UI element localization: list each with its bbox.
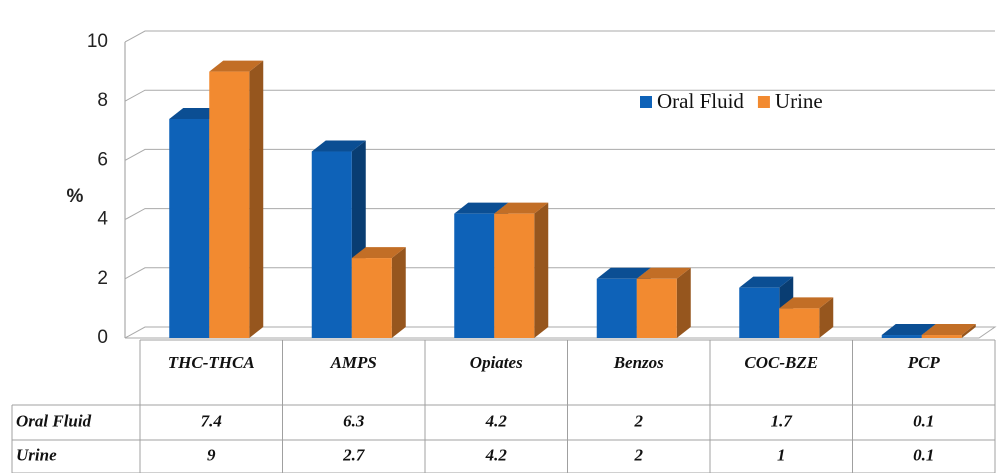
category-label: PCP: [907, 353, 941, 372]
bar-side: [249, 60, 264, 338]
legend-label: Urine: [775, 89, 823, 113]
bar: [881, 335, 922, 338]
table-value: 1.7: [771, 411, 794, 430]
table-value: 7.4: [201, 411, 222, 430]
category-label: Benzos: [613, 353, 664, 372]
bar-side: [391, 247, 406, 338]
category-label: AMPS: [330, 353, 377, 372]
y-tick-label: 2: [97, 268, 108, 289]
grid-line: [124, 30, 995, 43]
y-tick-label: 6: [97, 149, 108, 170]
bar-top: [779, 297, 834, 309]
bar-top: [494, 202, 549, 214]
bar-top: [881, 324, 936, 336]
bar-top: [739, 276, 794, 288]
category-label: Opiates: [470, 353, 523, 372]
table-value: 1: [777, 445, 786, 464]
floor: [125, 326, 997, 339]
bar-side: [819, 297, 834, 338]
table-value: 4.2: [485, 445, 508, 464]
bar: [454, 213, 495, 338]
bar: [209, 71, 250, 338]
table-value: 9: [207, 445, 216, 464]
table-value: 6.3: [343, 411, 365, 430]
category-label: COC-BZE: [744, 353, 818, 372]
table-value: 0.1: [913, 411, 934, 430]
table-value: 4.2: [485, 411, 508, 430]
y-tick-label: 4: [97, 209, 108, 230]
bar: [596, 278, 637, 338]
legend-label: Oral Fluid: [657, 89, 744, 113]
grid-line: [124, 267, 995, 280]
table-value: 2: [634, 411, 644, 430]
grid-line: [124, 89, 995, 102]
table-value: 0.1: [913, 445, 934, 464]
bar-side: [676, 267, 691, 338]
y-tick-label: 8: [97, 90, 108, 111]
y-tick-label: 10: [87, 31, 108, 52]
bar-side: [534, 202, 549, 338]
bar-top: [209, 60, 264, 72]
table-value: 2: [634, 445, 644, 464]
bar: [169, 118, 210, 339]
legend-swatch: [757, 96, 770, 108]
bar-top: [596, 267, 651, 279]
bar: [779, 308, 820, 338]
y-axis-label: %: [67, 186, 84, 207]
bar-top: [311, 140, 366, 152]
bar: [351, 258, 392, 338]
row-label: Urine: [16, 445, 57, 464]
bar: [311, 151, 352, 338]
bar-top: [636, 267, 691, 279]
bar-top: [921, 324, 976, 336]
category-label: THC-THCA: [168, 353, 255, 372]
y-tick-label: 0: [97, 327, 108, 348]
bar: [636, 278, 677, 338]
bar: [739, 287, 780, 338]
bar-top: [454, 202, 509, 214]
grid-line: [124, 148, 995, 161]
legend-swatch: [640, 96, 652, 108]
bar: [921, 335, 962, 338]
row-label: Oral Fluid: [16, 411, 92, 430]
table-value: 2.7: [342, 445, 366, 464]
bar-side: [961, 324, 976, 338]
bar-top: [351, 247, 406, 259]
bar: [494, 213, 535, 338]
grid-line: [124, 208, 995, 221]
